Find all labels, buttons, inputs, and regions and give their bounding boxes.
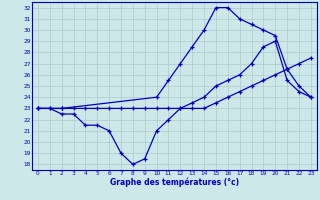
X-axis label: Graphe des températures (°c): Graphe des températures (°c) <box>110 178 239 187</box>
